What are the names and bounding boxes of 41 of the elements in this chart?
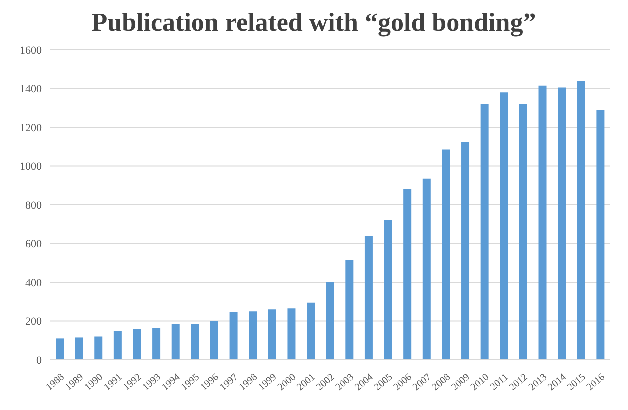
y-tick-label: 0 [36,354,42,367]
bar [577,81,586,360]
x-tick-label: 2016 [585,372,608,394]
y-tick-label: 1400 [20,84,42,96]
bar [152,328,161,360]
bar [384,220,392,360]
bar [249,312,258,360]
x-tick-label: 2006 [392,372,414,394]
bar [307,302,316,360]
bar [538,86,547,360]
bar [56,338,64,360]
y-tick-label: 1000 [20,161,42,174]
bar [462,142,470,360]
bar [210,321,218,360]
bar [558,88,566,360]
chart-title: Publication related with “gold bonding” [90,8,538,39]
bar [346,260,354,360]
y-tick-label: 800 [26,200,42,212]
y-tick-label: 1200 [20,122,42,134]
bar [191,324,200,360]
bar [364,236,373,360]
y-tick-label: 1600 [20,44,42,57]
y-tick-label: 400 [26,277,42,290]
bar [442,150,450,360]
bar [94,336,103,360]
y-tick-label: 600 [26,238,42,251]
bar [230,312,238,360]
bar [172,324,180,360]
bar [596,110,605,360]
bar [288,308,296,360]
bar [133,329,142,360]
bar [326,282,334,360]
bar [519,104,528,360]
bar [114,330,122,360]
bar [404,190,412,360]
bar [268,310,276,360]
bar [422,178,431,360]
bar [75,338,84,360]
y-tick-label: 200 [26,316,42,328]
bar [500,92,508,360]
bar [480,104,489,360]
